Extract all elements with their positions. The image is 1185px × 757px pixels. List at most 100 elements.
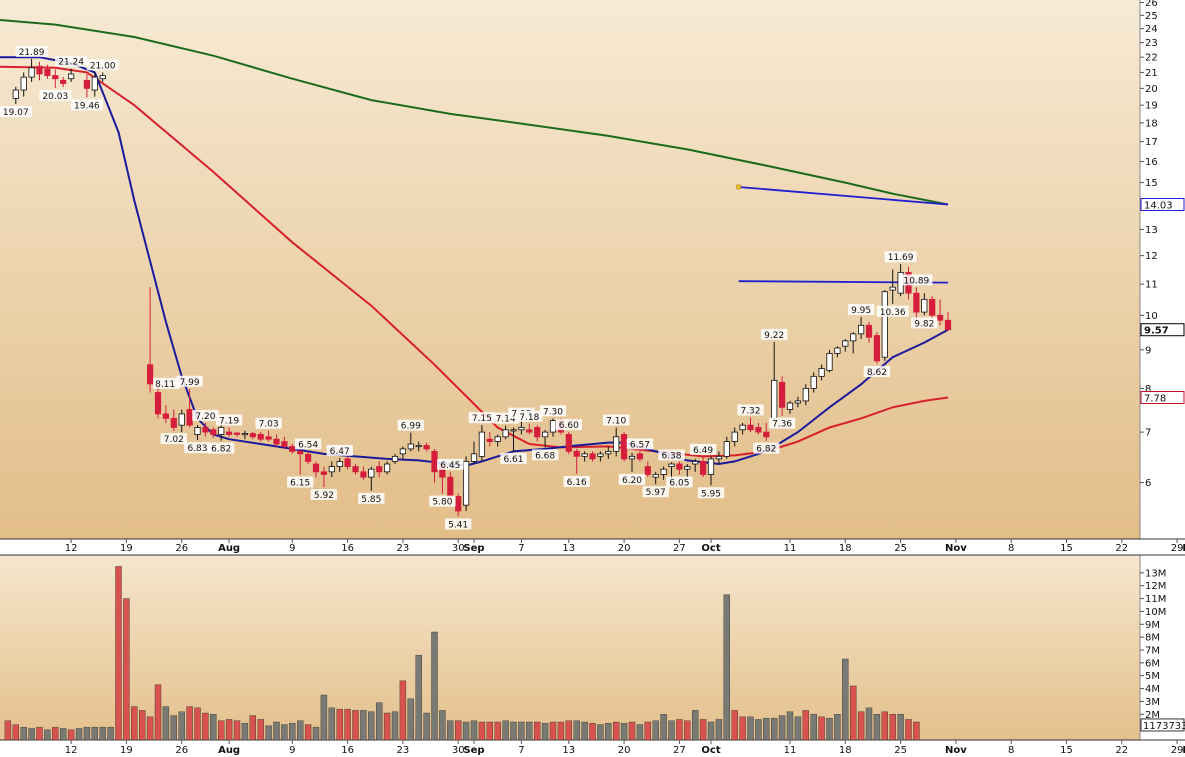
candle-label-box (884, 251, 917, 263)
candle-label: 6.82 (211, 445, 231, 455)
x-tick-label: 27 (673, 543, 686, 554)
volume-bar (170, 715, 178, 741)
candle-body (589, 453, 596, 460)
candle-body (858, 324, 865, 335)
candle-body (233, 432, 241, 435)
volume-bar (747, 716, 754, 741)
candle-label: 7.99 (180, 378, 200, 388)
candle-label-box (86, 59, 119, 71)
candle-body (723, 441, 730, 457)
volume-bar (217, 720, 225, 741)
candle-body (581, 453, 588, 457)
volume-y-tick-label: 11M (1145, 594, 1166, 605)
candle-label: 6.54 (298, 440, 318, 450)
candle-body (684, 466, 691, 470)
candle-body (613, 436, 620, 452)
volume-panel: 13M12M11M10M9M8M7M6M5M4M3M2M1M1173733 (0, 554, 1185, 741)
candle-body (36, 65, 43, 75)
volume-y-tick-label: 7M (1145, 646, 1160, 657)
candle-body (865, 324, 873, 338)
candle-label: 7.20 (195, 412, 215, 422)
candle-label: 5.92 (314, 491, 334, 501)
x-tick-label: Aug (218, 543, 240, 554)
candle-body (28, 67, 35, 78)
x-tick-label: 29 (1171, 745, 1184, 756)
volume-bar (336, 708, 343, 741)
x-tick-label: 18 (839, 543, 852, 554)
candle-label-box (215, 414, 243, 426)
candle-body (944, 319, 952, 331)
candle-label-box (697, 487, 725, 499)
candle-body (747, 424, 754, 431)
candle-body (542, 431, 549, 438)
candle-body (929, 298, 936, 316)
candle-body (320, 471, 328, 475)
price-y-tick-label: 21 (1145, 68, 1158, 79)
volume-bar (905, 719, 912, 741)
volume-bar (470, 720, 478, 741)
candle-body (257, 434, 264, 440)
volume-bar (818, 716, 825, 741)
volume-bar (186, 706, 193, 741)
candle-label-box (468, 412, 496, 424)
x-tick-label: Aug (218, 745, 240, 756)
candle-label-box (192, 409, 219, 421)
volume-bar (91, 726, 99, 741)
x-tick-label: 25 (894, 745, 907, 756)
price-y-tick-label: 25 (1145, 11, 1158, 22)
candle-label-box (737, 404, 764, 416)
candle-body (249, 433, 256, 438)
volume-bar (834, 714, 841, 741)
candle-body (304, 453, 312, 462)
candle-body (668, 463, 675, 467)
candle-body (913, 292, 920, 313)
candle-body (779, 381, 786, 408)
volume-bar (131, 706, 138, 741)
candle-body (715, 455, 723, 460)
volume-bar (810, 714, 817, 741)
x-tick-label: Sep (463, 745, 484, 756)
volume-bar (107, 726, 114, 741)
x-tick-label: 22 (1115, 745, 1128, 756)
candle-label-box (287, 476, 314, 488)
volume-y-tick-label: 3M (1145, 697, 1160, 708)
candle-body (636, 453, 644, 460)
x-tick-label: 30 (452, 543, 465, 554)
volume-bar (431, 631, 438, 741)
candle-label: 6.99 (401, 422, 421, 432)
x-tick-label: 9 (289, 745, 295, 756)
volume-bar (439, 710, 446, 741)
candle-body (889, 286, 896, 291)
candle-body (376, 466, 383, 473)
x-tick-label: 13 (562, 745, 575, 756)
candle-label: 6.16 (567, 478, 587, 488)
volume-bar (36, 726, 43, 741)
volume-bar (534, 721, 541, 741)
candle-label-box (658, 449, 685, 461)
candle-body (455, 496, 462, 512)
candle-body (99, 75, 106, 80)
candle-body (597, 453, 604, 457)
volume-bar (376, 702, 383, 741)
volume-bar (549, 721, 557, 741)
candle-label: 7.18 (519, 413, 539, 423)
candle-label-box (539, 405, 567, 417)
candle-label: 21.00 (90, 61, 116, 71)
x-tick-label: 9 (289, 543, 295, 554)
candle-label: 6.45 (440, 461, 460, 471)
candle-body (510, 429, 517, 432)
candle-label: 20.03 (42, 92, 68, 102)
price-y-tick-label: 24 (1145, 24, 1158, 35)
volume-bar (636, 724, 644, 741)
price-y-tick-label: 16 (1145, 157, 1158, 168)
candle-body (700, 461, 707, 475)
volume-bar (52, 726, 59, 741)
candle-body (692, 461, 699, 465)
candle-body (660, 468, 667, 475)
price-y-tick-label: 9 (1145, 345, 1151, 356)
x-tick-label: 29 (1171, 543, 1184, 554)
volume-bar (281, 724, 288, 741)
volume-bar (518, 721, 525, 741)
volume-y-tick-label: 8M (1145, 633, 1160, 644)
